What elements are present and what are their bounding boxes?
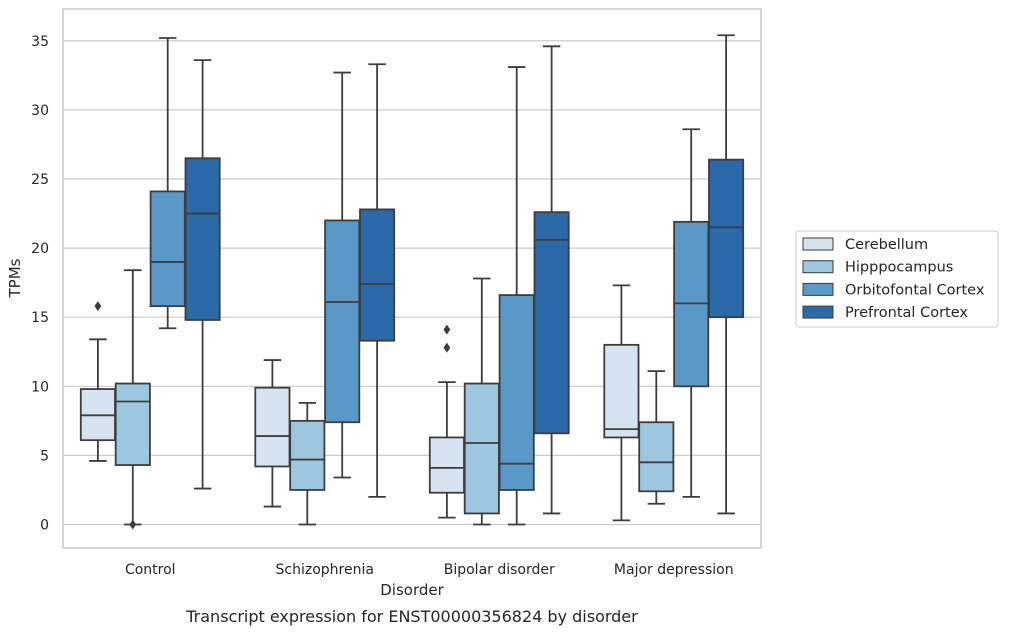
y-tick-label: 0 [40,518,49,534]
x-tick-label: Control [125,562,176,578]
box-body [498,294,535,491]
outlier-point [129,519,137,530]
box-body [603,343,640,439]
legend: Cerebellum Hipppocampus Orbitofontal Corte… [795,230,999,328]
box-0-0 [79,301,116,462]
box-body [708,158,745,319]
legend-label: Orbitofontal Cortex [845,282,985,298]
box-body [533,211,570,435]
y-tick-label: 15 [31,310,49,326]
legend-swatch [802,260,834,274]
legend-label: Cerebellum [845,237,928,253]
x-tick-label: Schizophrenia [276,562,374,578]
box-groups [79,34,745,530]
legend-frame [795,230,999,328]
outlier-point [443,342,451,353]
legend-swatch [802,305,834,319]
box-1-3 [638,370,675,505]
y-tick-label: 10 [31,379,49,395]
box-1-1 [289,401,326,526]
box-body [254,386,291,468]
box-body [638,421,675,493]
box-3-1 [359,63,396,498]
x-tick-labels: Control Schizophrenia Bipolar disorder Majo… [125,562,734,578]
outlier-point [94,301,102,312]
y-tick-label: 20 [31,241,49,257]
x-axis-label: Disorder [380,581,444,599]
legend-label: Hipppocampus [845,260,953,276]
y-tick-labels: 0 5 10 15 20 25 30 35 [31,34,49,534]
box-body [359,208,396,342]
y-tick-label: 30 [31,103,49,119]
box-2-2 [498,66,535,526]
y-tick-label: 25 [31,172,49,188]
plot-frame [62,8,762,549]
outlier-point [443,324,451,335]
x-tick-label: Major depression [614,562,734,578]
box-0-2 [428,324,465,519]
box-0-3 [603,284,640,522]
y-tick-label: 35 [31,34,49,50]
box-body [114,382,151,466]
box-2-3 [673,128,710,498]
box-body [463,382,500,515]
legend-swatch [802,237,834,251]
box-body [184,157,221,321]
legend-swatch [802,282,834,296]
box-3-2 [533,45,570,515]
box-2-1 [324,71,361,479]
x-tick-label: Bipolar disorder [444,562,555,578]
y-tick-label: 5 [40,448,49,464]
box-2-0 [149,37,186,330]
box-3-3 [708,34,745,515]
chart-caption: Transcript expression for ENST0000035682… [185,607,638,626]
box-body [324,219,361,424]
box-0-1 [254,359,291,508]
box-3-0 [184,59,221,490]
box-body [149,190,186,308]
box-1-2 [463,277,500,526]
box-body [289,419,326,491]
box-1-0 [114,269,151,530]
box-body [428,436,465,494]
y-axis-label: TPMs [6,258,24,298]
gridlines [63,40,761,526]
legend-label: Prefrontal Cortex [845,305,968,321]
